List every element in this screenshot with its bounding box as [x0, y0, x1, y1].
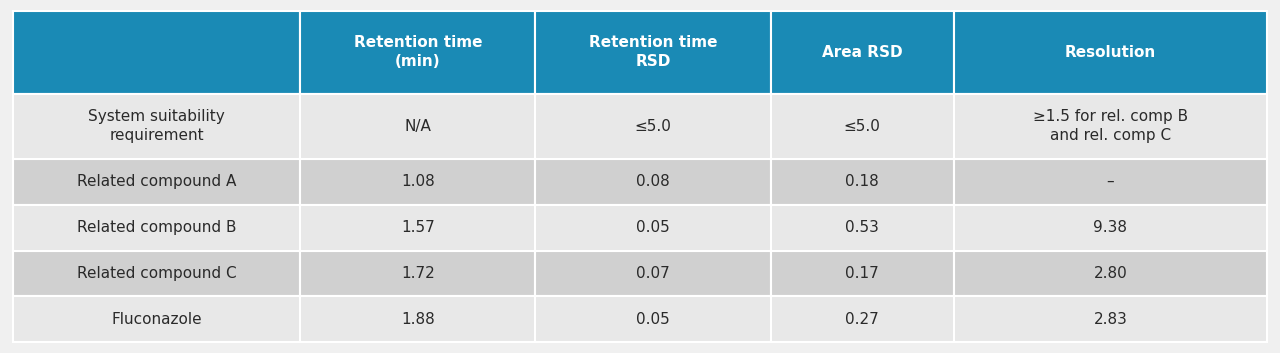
Text: System suitability
requirement: System suitability requirement — [88, 109, 225, 143]
Text: Related compound C: Related compound C — [77, 266, 237, 281]
Text: 0.05: 0.05 — [636, 220, 669, 235]
Text: 0.08: 0.08 — [636, 174, 669, 189]
Text: 0.07: 0.07 — [636, 266, 669, 281]
Bar — [535, 297, 771, 342]
Text: 2.80: 2.80 — [1093, 266, 1128, 281]
Bar — [301, 11, 535, 94]
Bar — [13, 11, 301, 94]
Text: 0.05: 0.05 — [636, 312, 669, 327]
Bar — [954, 297, 1267, 342]
Text: 0.18: 0.18 — [845, 174, 879, 189]
Bar — [954, 159, 1267, 205]
Text: Retention time
RSD: Retention time RSD — [589, 35, 717, 69]
Text: 2.83: 2.83 — [1093, 312, 1128, 327]
Bar — [301, 94, 535, 159]
Text: 1.72: 1.72 — [401, 266, 435, 281]
Bar — [771, 94, 954, 159]
Text: Area RSD: Area RSD — [822, 44, 902, 60]
Bar — [771, 251, 954, 297]
Text: 1.08: 1.08 — [401, 174, 435, 189]
Text: Retention time
(min): Retention time (min) — [353, 35, 483, 69]
Bar — [301, 297, 535, 342]
Bar — [535, 11, 771, 94]
Text: 1.57: 1.57 — [401, 220, 435, 235]
Bar — [301, 251, 535, 297]
Bar — [535, 159, 771, 205]
Bar — [13, 205, 301, 251]
Bar — [535, 251, 771, 297]
Bar — [954, 251, 1267, 297]
Bar — [954, 94, 1267, 159]
Bar — [771, 11, 954, 94]
Text: 0.17: 0.17 — [845, 266, 879, 281]
Text: 0.27: 0.27 — [845, 312, 879, 327]
Text: Resolution: Resolution — [1065, 44, 1156, 60]
Bar — [771, 159, 954, 205]
Bar — [13, 297, 301, 342]
Text: ≤5.0: ≤5.0 — [844, 119, 881, 134]
Bar — [771, 205, 954, 251]
Bar — [535, 205, 771, 251]
Bar — [301, 159, 535, 205]
Text: ≥1.5 for rel. comp B
and rel. comp C: ≥1.5 for rel. comp B and rel. comp C — [1033, 109, 1188, 143]
Bar — [954, 205, 1267, 251]
Text: Fluconazole: Fluconazole — [111, 312, 202, 327]
Text: Related compound A: Related compound A — [77, 174, 237, 189]
Bar — [13, 251, 301, 297]
Text: N/A: N/A — [404, 119, 431, 134]
Text: 9.38: 9.38 — [1093, 220, 1128, 235]
Bar — [301, 205, 535, 251]
Bar — [13, 94, 301, 159]
Text: ≤5.0: ≤5.0 — [635, 119, 672, 134]
Bar — [771, 297, 954, 342]
Bar — [13, 159, 301, 205]
Text: 1.88: 1.88 — [401, 312, 435, 327]
Text: 0.53: 0.53 — [845, 220, 879, 235]
Bar — [954, 11, 1267, 94]
Bar — [535, 94, 771, 159]
Text: –: – — [1107, 174, 1114, 189]
Text: Related compound B: Related compound B — [77, 220, 237, 235]
